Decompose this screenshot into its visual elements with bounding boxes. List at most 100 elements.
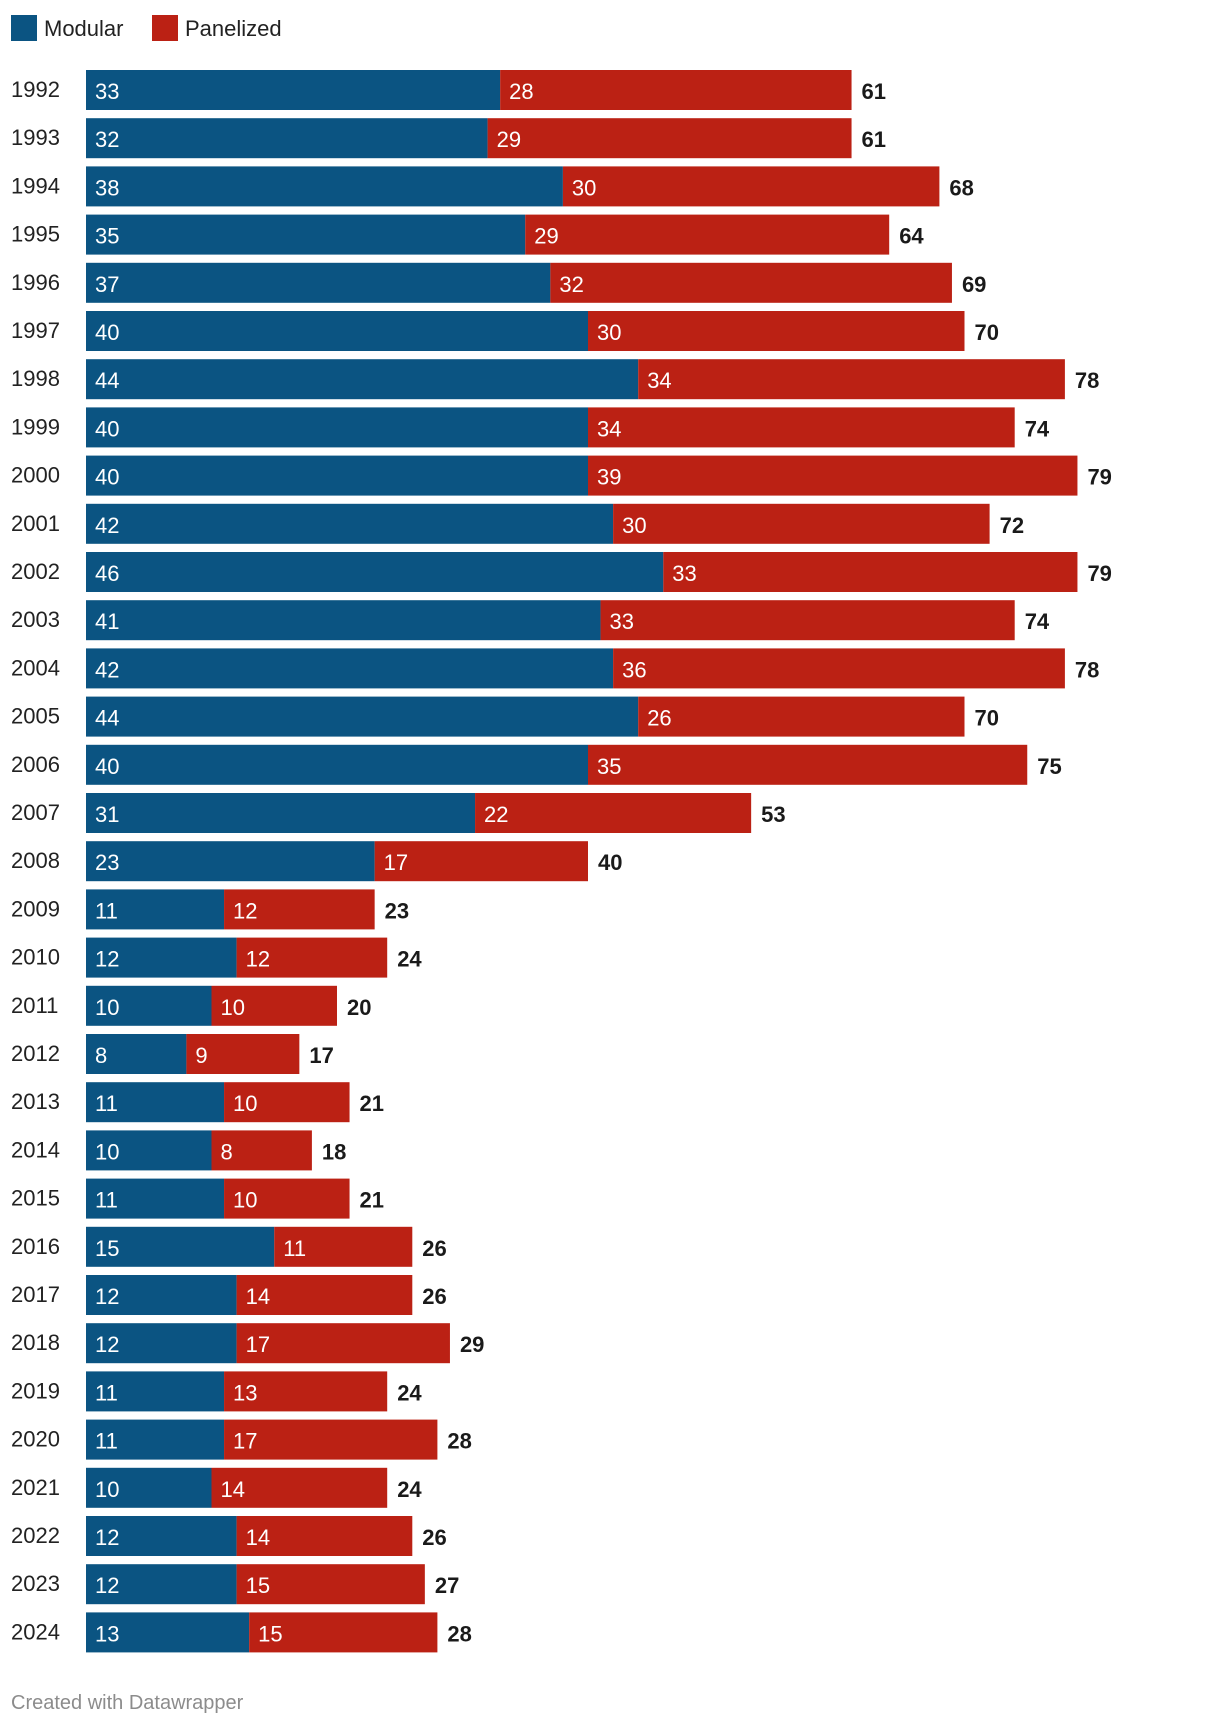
bar-modular bbox=[86, 1323, 237, 1364]
bar-panelized bbox=[475, 793, 752, 833]
bar-panelized bbox=[562, 166, 940, 207]
total-label: 24 bbox=[397, 1477, 422, 1502]
bar-row-2013: 2013 11 10 21 bbox=[11, 1082, 384, 1123]
value-label-modular: 42 bbox=[95, 513, 119, 538]
bar-row-2018: 2018 12 17 29 bbox=[11, 1323, 484, 1364]
value-label-panelized: 30 bbox=[622, 513, 646, 538]
bar-modular bbox=[86, 744, 588, 785]
bar-panelized bbox=[487, 118, 852, 159]
total-label: 27 bbox=[435, 1573, 459, 1598]
value-label-panelized: 26 bbox=[647, 706, 671, 731]
value-label-panelized: 14 bbox=[246, 1284, 270, 1309]
bar-modular bbox=[86, 1082, 225, 1123]
value-label-panelized: 12 bbox=[233, 898, 257, 923]
total-label: 74 bbox=[1025, 609, 1050, 634]
value-label-panelized: 29 bbox=[497, 127, 521, 152]
bar-panelized bbox=[211, 1467, 388, 1508]
value-label-modular: 38 bbox=[95, 175, 119, 200]
bar-modular bbox=[86, 359, 639, 400]
bar-row-2024: 2024 13 15 28 bbox=[11, 1612, 472, 1653]
legend-swatch-modular bbox=[11, 15, 37, 41]
year-label: 2008 bbox=[11, 848, 60, 873]
bar-row-2008: 2008 23 17 40 bbox=[11, 841, 622, 882]
value-label-panelized: 33 bbox=[610, 609, 634, 634]
bar-row-1996: 1996 37 32 69 bbox=[11, 262, 986, 303]
bar-modular bbox=[86, 937, 237, 978]
value-label-modular: 40 bbox=[95, 465, 119, 490]
value-label-modular: 10 bbox=[95, 995, 119, 1020]
legend: Modular Panelized bbox=[11, 15, 282, 41]
bar-modular bbox=[86, 1275, 237, 1315]
bar-panelized bbox=[211, 1130, 312, 1171]
value-label-modular: 11 bbox=[95, 1380, 118, 1405]
value-label-panelized: 9 bbox=[195, 1043, 207, 1068]
bar-panelized bbox=[236, 1516, 413, 1556]
bar-modular bbox=[86, 1516, 237, 1556]
bar-modular bbox=[86, 1612, 250, 1653]
year-label: 2007 bbox=[11, 800, 60, 825]
bar-modular bbox=[86, 1564, 237, 1605]
bar-row-2006: 2006 40 35 75 bbox=[11, 744, 1062, 785]
total-label: 70 bbox=[975, 706, 999, 731]
value-label-panelized: 15 bbox=[246, 1573, 270, 1598]
bar-modular bbox=[86, 503, 614, 544]
legend-label-modular: Modular bbox=[44, 16, 123, 41]
bar-modular bbox=[86, 1419, 225, 1460]
year-label: 2001 bbox=[11, 511, 60, 536]
bar-row-2014: 2014 10 8 18 bbox=[11, 1130, 346, 1171]
value-label-modular: 11 bbox=[95, 1429, 118, 1454]
bar-panelized bbox=[638, 696, 965, 737]
bar-row-2017: 2017 12 14 26 bbox=[11, 1275, 447, 1315]
value-label-modular: 40 bbox=[95, 754, 119, 779]
bar-row-2000: 2000 40 39 79 bbox=[11, 455, 1112, 496]
bar-row-2004: 2004 42 36 78 bbox=[11, 648, 1099, 689]
total-label: 23 bbox=[385, 898, 409, 923]
bar-row-2002: 2002 46 33 79 bbox=[11, 552, 1112, 592]
value-label-modular: 12 bbox=[95, 947, 119, 972]
total-label: 24 bbox=[397, 1380, 422, 1405]
bar-row-1995: 1995 35 29 64 bbox=[11, 214, 924, 255]
footer-credit: Created with Datawrapper bbox=[11, 1692, 244, 1714]
bar-panelized bbox=[211, 985, 337, 1026]
bar-modular bbox=[86, 311, 588, 351]
bar-row-1994: 1994 38 30 68 bbox=[11, 166, 974, 207]
value-label-modular: 8 bbox=[95, 1043, 107, 1068]
value-label-panelized: 10 bbox=[221, 995, 245, 1020]
year-label: 2006 bbox=[11, 752, 60, 777]
value-label-panelized: 13 bbox=[233, 1380, 257, 1405]
total-label: 26 bbox=[422, 1236, 446, 1261]
bar-panelized bbox=[588, 311, 965, 351]
value-label-modular: 11 bbox=[95, 1188, 118, 1213]
bar-panelized bbox=[224, 1082, 350, 1123]
bar-panelized bbox=[236, 1275, 413, 1315]
year-label: 2024 bbox=[11, 1619, 60, 1644]
value-label-panelized: 12 bbox=[246, 947, 270, 972]
value-label-panelized: 14 bbox=[246, 1525, 270, 1550]
bar-row-1997: 1997 40 30 70 bbox=[11, 311, 999, 351]
year-label: 2000 bbox=[11, 463, 60, 488]
bar-panelized bbox=[638, 359, 1065, 400]
bar-modular bbox=[86, 1178, 225, 1219]
year-label: 2016 bbox=[11, 1234, 60, 1259]
bar-panelized bbox=[236, 1323, 450, 1364]
bar-row-2022: 2022 12 14 26 bbox=[11, 1516, 447, 1556]
total-label: 18 bbox=[322, 1139, 346, 1164]
total-label: 78 bbox=[1075, 657, 1099, 682]
total-label: 21 bbox=[360, 1091, 384, 1116]
total-label: 64 bbox=[899, 224, 924, 249]
value-label-modular: 12 bbox=[95, 1284, 119, 1309]
total-label: 28 bbox=[447, 1429, 471, 1454]
value-label-modular: 23 bbox=[95, 850, 119, 875]
bar-modular bbox=[86, 118, 488, 159]
bar-modular bbox=[86, 1034, 187, 1074]
total-label: 70 bbox=[975, 320, 999, 345]
bar-row-2010: 2010 12 12 24 bbox=[11, 937, 422, 978]
year-label: 1992 bbox=[11, 77, 60, 102]
year-label: 2003 bbox=[11, 607, 60, 632]
value-label-modular: 35 bbox=[95, 224, 119, 249]
bar-row-2015: 2015 11 10 21 bbox=[11, 1178, 384, 1219]
value-label-panelized: 36 bbox=[622, 657, 646, 682]
bar-modular bbox=[86, 552, 664, 592]
total-label: 26 bbox=[422, 1284, 446, 1309]
value-label-modular: 40 bbox=[95, 416, 119, 441]
